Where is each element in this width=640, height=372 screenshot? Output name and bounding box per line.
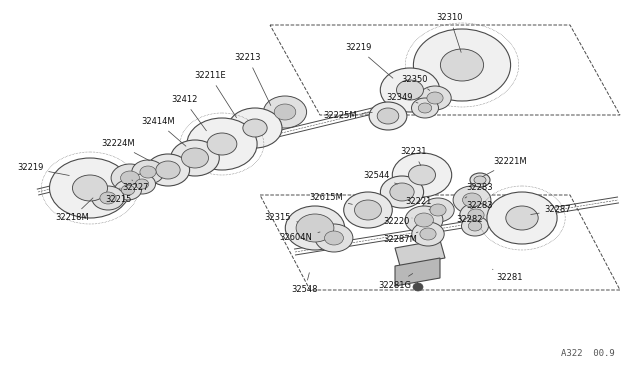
- Ellipse shape: [413, 283, 423, 291]
- Ellipse shape: [182, 148, 209, 168]
- Text: 32349: 32349: [387, 93, 418, 103]
- Text: 32220: 32220: [383, 218, 412, 227]
- Ellipse shape: [132, 160, 164, 184]
- Ellipse shape: [296, 214, 334, 242]
- Text: 32219: 32219: [345, 44, 393, 78]
- Text: 32544: 32544: [363, 171, 397, 184]
- Ellipse shape: [419, 86, 451, 110]
- Text: 32350: 32350: [402, 76, 429, 90]
- Ellipse shape: [147, 154, 189, 186]
- Text: 32548: 32548: [292, 273, 318, 295]
- Text: 32221: 32221: [405, 198, 431, 210]
- Ellipse shape: [468, 221, 482, 231]
- Text: 32310: 32310: [436, 13, 463, 52]
- Text: 32287: 32287: [531, 205, 572, 215]
- Ellipse shape: [264, 96, 307, 128]
- Polygon shape: [395, 258, 440, 286]
- Text: 32213: 32213: [235, 54, 271, 106]
- Ellipse shape: [135, 179, 148, 189]
- Ellipse shape: [380, 68, 440, 112]
- Ellipse shape: [427, 92, 443, 104]
- Ellipse shape: [129, 174, 156, 194]
- Ellipse shape: [156, 161, 180, 179]
- Text: 32604N: 32604N: [280, 232, 320, 243]
- Ellipse shape: [453, 186, 491, 214]
- Ellipse shape: [274, 104, 296, 120]
- Ellipse shape: [419, 103, 432, 113]
- Ellipse shape: [344, 192, 392, 228]
- Ellipse shape: [430, 204, 446, 216]
- Ellipse shape: [420, 228, 436, 240]
- Text: 32287M: 32287M: [383, 232, 418, 244]
- Text: 32224M: 32224M: [101, 140, 150, 161]
- Ellipse shape: [460, 203, 492, 227]
- Polygon shape: [395, 240, 445, 266]
- Ellipse shape: [408, 165, 435, 185]
- Ellipse shape: [397, 80, 424, 100]
- Ellipse shape: [474, 176, 486, 184]
- Text: 32218M: 32218M: [55, 198, 93, 222]
- Text: 32615M: 32615M: [309, 193, 352, 204]
- Text: 32315: 32315: [265, 214, 298, 222]
- Ellipse shape: [422, 198, 454, 222]
- Ellipse shape: [506, 206, 538, 230]
- Ellipse shape: [115, 180, 141, 200]
- Ellipse shape: [187, 118, 257, 170]
- Ellipse shape: [412, 222, 444, 246]
- Ellipse shape: [171, 140, 220, 176]
- Text: 32225M: 32225M: [323, 112, 372, 121]
- Ellipse shape: [207, 133, 237, 155]
- Ellipse shape: [412, 98, 438, 118]
- Ellipse shape: [49, 158, 131, 218]
- Ellipse shape: [72, 175, 108, 201]
- Ellipse shape: [468, 209, 484, 221]
- Text: 32211E: 32211E: [194, 71, 237, 118]
- Text: 32283: 32283: [467, 201, 493, 209]
- Ellipse shape: [413, 29, 511, 101]
- Ellipse shape: [140, 166, 156, 178]
- Ellipse shape: [100, 192, 116, 204]
- Text: 32221M: 32221M: [483, 157, 527, 177]
- Ellipse shape: [390, 183, 414, 201]
- Ellipse shape: [377, 108, 399, 124]
- Ellipse shape: [369, 102, 407, 130]
- Ellipse shape: [380, 176, 424, 208]
- Ellipse shape: [415, 213, 433, 227]
- Ellipse shape: [324, 231, 344, 245]
- Text: 32412: 32412: [171, 96, 206, 131]
- Ellipse shape: [355, 200, 381, 220]
- Ellipse shape: [487, 192, 557, 244]
- Ellipse shape: [120, 171, 140, 185]
- Ellipse shape: [463, 193, 481, 207]
- Ellipse shape: [121, 185, 135, 195]
- Text: 32215: 32215: [105, 188, 131, 205]
- Ellipse shape: [92, 186, 124, 210]
- Ellipse shape: [315, 224, 353, 252]
- Text: 32227: 32227: [123, 180, 149, 192]
- Text: 32219: 32219: [17, 164, 69, 176]
- Text: 32283: 32283: [465, 183, 493, 198]
- Text: 32231: 32231: [401, 148, 428, 166]
- Ellipse shape: [470, 173, 490, 187]
- Text: 32282: 32282: [457, 215, 483, 224]
- Ellipse shape: [461, 216, 488, 236]
- Text: A322  00.9: A322 00.9: [561, 350, 615, 359]
- Ellipse shape: [392, 153, 452, 197]
- Ellipse shape: [111, 164, 149, 192]
- Text: 32281: 32281: [493, 269, 524, 282]
- Ellipse shape: [228, 108, 282, 148]
- Ellipse shape: [405, 206, 443, 234]
- Ellipse shape: [285, 206, 345, 250]
- Text: 32281G: 32281G: [378, 273, 413, 289]
- Ellipse shape: [243, 119, 267, 137]
- Ellipse shape: [440, 49, 484, 81]
- Text: 32414M: 32414M: [141, 118, 186, 146]
